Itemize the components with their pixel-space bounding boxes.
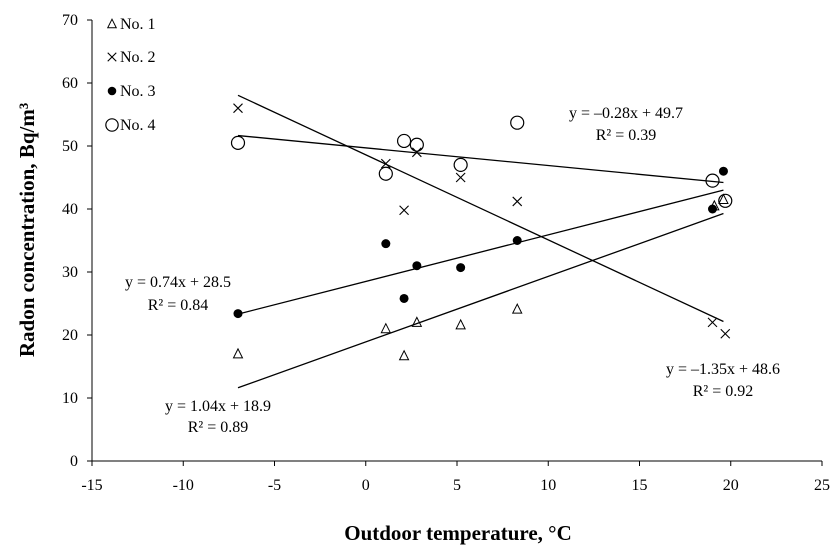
legend-label-no-1: No. 1 [120,16,156,33]
equation-no-2: y = –1.35x + 48.6 [666,361,780,378]
x-tick-label: 20 [723,477,739,494]
y-tick-label: 70 [62,12,78,29]
legend-marker-no-3 [107,86,117,96]
point-no-3 [718,166,728,176]
x-tick-label: -5 [268,477,281,494]
legend-marker-no-2 [107,52,117,62]
r2-no-1: R² = 0.89 [188,419,249,436]
y-tick-label: 30 [62,264,78,281]
point-no-2 [707,317,718,328]
point-no-3 [233,309,243,319]
point-no-4 [510,115,525,130]
axes: 0 10 20 30 40 50 60 70 -15 -10 -5 0 5 10 15 20 25 [62,12,830,494]
point-no-3 [456,263,466,273]
point-no-3 [381,239,391,249]
point-no-2 [399,205,409,216]
y-tick-label: 60 [62,75,78,92]
x-tick-label: 10 [540,477,556,494]
trendline-no-3 [237,189,724,315]
point-no-4 [396,133,412,149]
equation-no-1: y = 1.04x + 18.9 [165,398,271,415]
point-no-2 [380,158,391,169]
point-no-2 [411,147,422,158]
r2-no-4: R² = 0.39 [596,127,657,144]
point-no-1 [232,347,244,359]
point-no-1 [455,318,466,330]
point-no-2 [233,103,243,114]
y-tick-label: 50 [62,138,78,155]
point-no-3 [412,261,422,271]
point-no-1 [380,322,392,334]
r2-no-2: R² = 0.92 [693,383,754,400]
point-no-1 [411,316,423,327]
equation-no-3: y = 0.74x + 28.5 [125,274,231,291]
point-no-3 [399,293,409,303]
point-no-4 [718,193,733,208]
legend: No. 1 No. 2 No. 3 No. 4 [105,16,156,134]
equation-labels: y = 1.04x + 18.9 R² = 0.89 y = –1.35x + 48… [125,105,780,436]
data-points [230,103,733,361]
point-no-4 [378,166,393,181]
y-tick-label: 0 [70,453,78,470]
x-tick-label: 15 [632,477,648,494]
point-no-4 [453,157,468,172]
trendlines [237,94,724,389]
point-no-2 [512,196,523,207]
y-tick-label: 10 [62,390,78,407]
x-tick-label: 25 [814,477,830,494]
point-no-2 [720,328,731,339]
trendline-no-4 [237,134,724,184]
legend-label-no-2: No. 2 [120,49,156,66]
point-no-4 [409,137,424,152]
point-no-4 [230,135,246,150]
point-no-4 [705,173,720,188]
x-tick-label: -15 [81,477,102,494]
trendline-no-2 [237,94,724,323]
point-no-3 [708,204,717,214]
equation-no-4: y = –0.28x + 49.7 [569,105,683,122]
x-tick-label: -10 [173,477,194,494]
y-tick-label: 20 [62,327,78,344]
point-no-1 [511,303,523,314]
x-tick-label: 0 [362,477,370,494]
point-no-1 [398,349,410,361]
point-no-1 [718,193,729,205]
legend-marker-no-1 [106,18,118,29]
point-no-2 [455,172,466,183]
legend-label-no-3: No. 3 [120,83,156,100]
x-tick-label: 5 [453,477,461,494]
y-axis-title: Radon concentration, Bq/m³ [15,103,39,357]
trendline-no-1 [237,212,724,389]
y-tick-label: 40 [62,201,78,218]
legend-marker-no-4 [105,118,119,132]
x-axis-title: Outdoor temperature, °C [344,521,572,545]
point-no-3 [512,236,522,245]
r2-no-3: R² = 0.84 [148,297,209,314]
legend-label-no-4: No. 4 [120,117,156,134]
